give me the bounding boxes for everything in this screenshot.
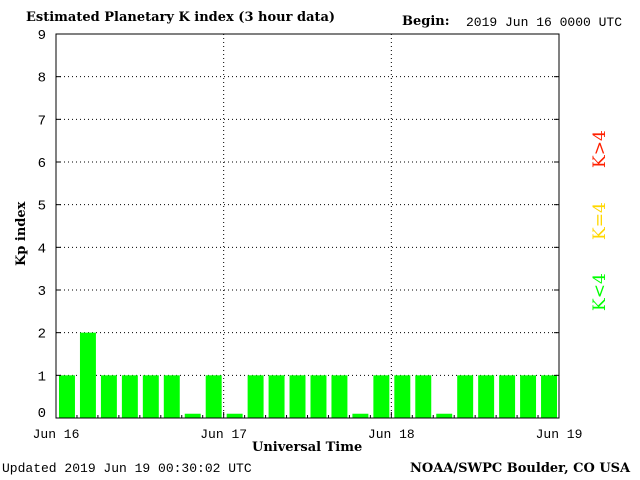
- kp-bar: [310, 375, 327, 418]
- y-tick-label: 8: [38, 71, 46, 87]
- x-tick-label: Jun 18: [368, 427, 415, 442]
- x-axis-label: Universal Time: [252, 440, 363, 455]
- kp-bar: [79, 332, 96, 418]
- kp-bar: [541, 375, 557, 418]
- source-credit: NOAA/SWPC Boulder, CO USA: [410, 461, 631, 476]
- kp-bar: [520, 375, 537, 418]
- y-tick-label: 9: [38, 28, 46, 44]
- y-tick-label: 0: [38, 406, 46, 422]
- plot-frame: [55, 33, 560, 419]
- chart-title: Estimated Planetary K index (3 hour data…: [26, 10, 336, 25]
- kp-bar: [226, 413, 243, 418]
- kp-bar: [163, 375, 180, 418]
- kp-bar: [247, 375, 264, 418]
- begin-value: 2019 Jun 16 0000 UTC: [466, 15, 623, 30]
- kp-bar: [268, 375, 285, 418]
- kp-bar: [499, 375, 516, 418]
- kp-bar: [121, 375, 138, 418]
- y-tick-label: 4: [38, 241, 46, 257]
- kp-bar: [184, 413, 201, 418]
- y-tick-label: 5: [38, 199, 46, 215]
- kp-bar: [394, 375, 411, 418]
- legend-high: K>4: [590, 130, 610, 168]
- updated-timestamp: Updated 2019 Jun 19 00:30:02 UTC: [2, 461, 252, 476]
- kp-bar: [436, 413, 453, 418]
- x-tick-label: Jun 17: [200, 427, 247, 442]
- kp-bar: [142, 375, 159, 418]
- kp-bar: [289, 375, 306, 418]
- kp-bar: [478, 375, 495, 418]
- y-tick-label: 3: [38, 284, 46, 300]
- y-axis-label: Kp index: [14, 201, 29, 266]
- kp-bar: [457, 375, 474, 418]
- begin-label: Begin:: [402, 14, 450, 29]
- y-tick-label: 1: [38, 369, 46, 385]
- x-tick-label: Jun 16: [33, 427, 80, 442]
- kp-bar: [205, 375, 222, 418]
- legend-low: K<4: [590, 273, 610, 311]
- kp-bar: [352, 413, 369, 418]
- kp-bar: [373, 375, 390, 418]
- kp-bar: [59, 375, 75, 418]
- kp-bar: [415, 375, 432, 418]
- kp-bar: [331, 375, 348, 418]
- legend-mid: K=4: [590, 202, 610, 240]
- kp-bar: [100, 375, 117, 418]
- y-tick-label: 2: [38, 327, 46, 343]
- x-tick-label: Jun 19: [536, 427, 583, 442]
- y-tick-label: 7: [38, 113, 46, 129]
- y-tick-label: 6: [38, 156, 46, 172]
